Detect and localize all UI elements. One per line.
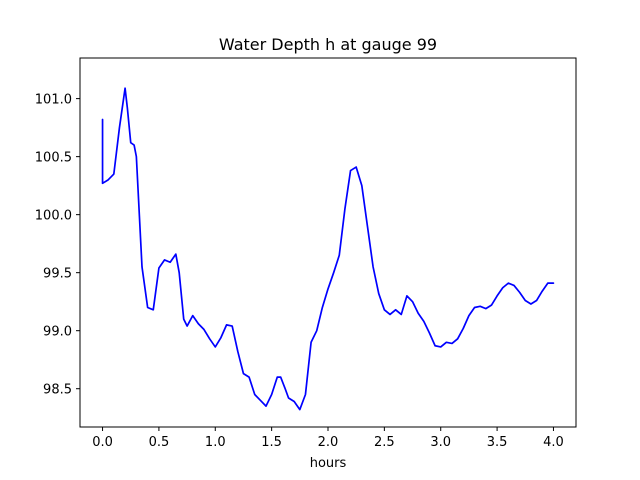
y-tick-label: 99.5 bbox=[43, 267, 72, 282]
y-tick-label: 101.0 bbox=[35, 93, 72, 108]
x-tick-label: 1.5 bbox=[261, 435, 282, 450]
x-tick-label: 0.0 bbox=[92, 435, 113, 450]
y-tick-label: 100.5 bbox=[35, 151, 72, 166]
x-tick-label: 4.0 bbox=[543, 435, 564, 450]
x-tick-label: 0.5 bbox=[149, 435, 170, 450]
x-tick-label: 1.0 bbox=[205, 435, 226, 450]
x-tick-label: 3.0 bbox=[430, 435, 451, 450]
plot-area: 0.0 0.5 1.0 1.5 2.0 2.5 3.0 3.5 4.0 98.5 99.0 99.5 1… bbox=[35, 57, 577, 450]
x-axis-label: hours bbox=[310, 456, 347, 471]
x-tick-label: 2.5 bbox=[374, 435, 395, 450]
chart-title: Water Depth h at gauge 99 bbox=[219, 35, 437, 54]
y-tick-label: 98.5 bbox=[43, 383, 72, 398]
x-tick-label: 2.0 bbox=[318, 435, 339, 450]
y-tick-label: 100.0 bbox=[35, 209, 72, 224]
series-line-0 bbox=[101, 87, 555, 411]
x-tick-label: 3.5 bbox=[487, 435, 508, 450]
y-tick-label: 99.0 bbox=[43, 325, 72, 340]
